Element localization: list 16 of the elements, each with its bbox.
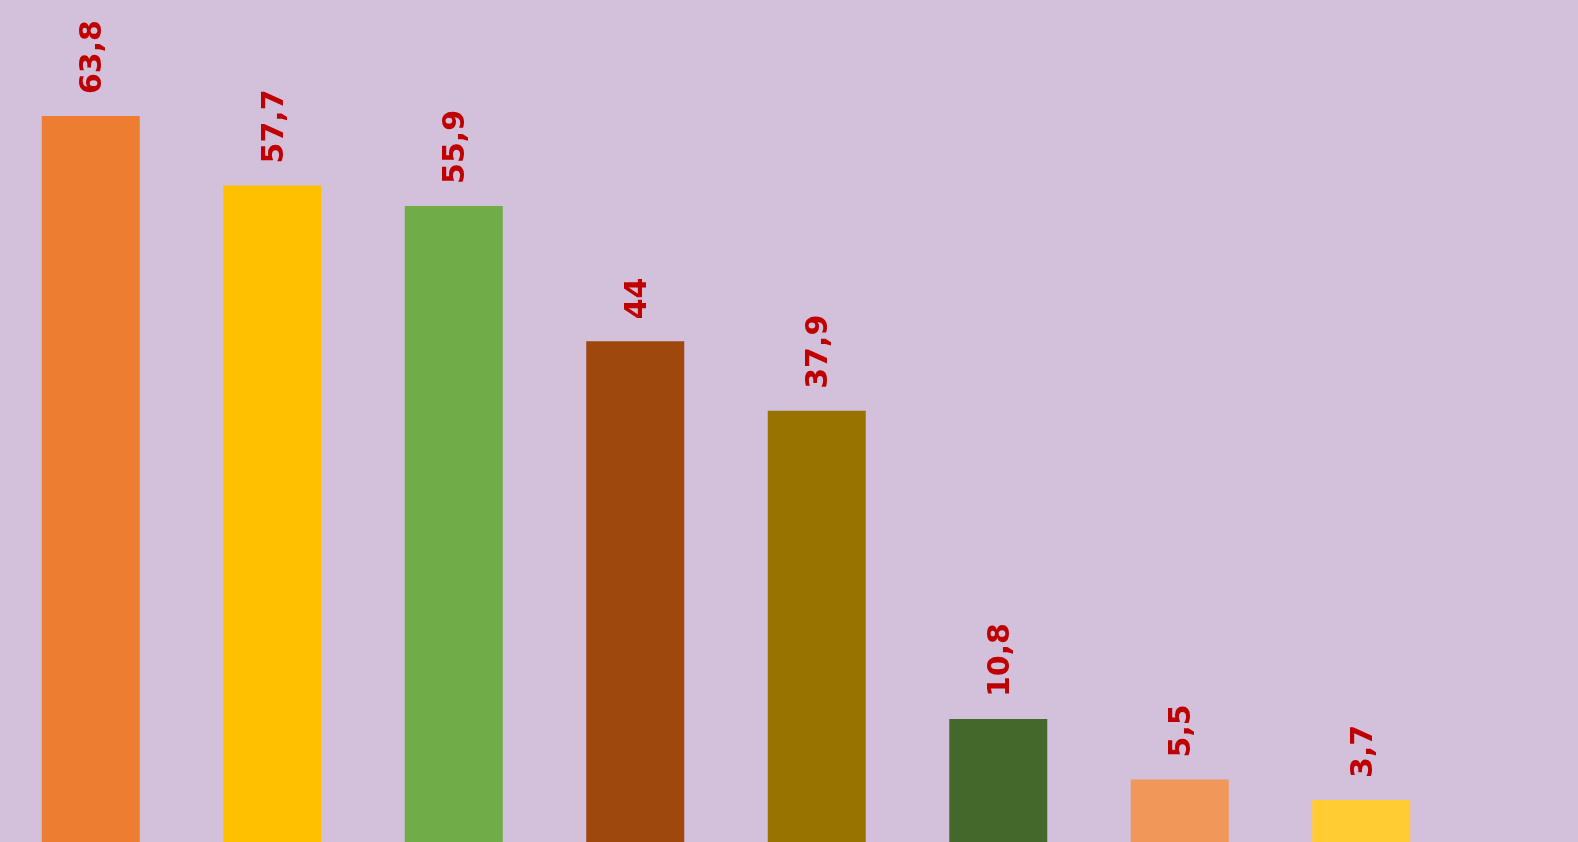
bar <box>949 719 1048 842</box>
data-label: 37,9 <box>799 314 835 389</box>
bar <box>767 410 866 842</box>
data-label: 57,7 <box>254 89 290 164</box>
data-label: 3,7 <box>1343 724 1379 778</box>
bar <box>41 116 140 842</box>
data-label: 44 <box>617 277 653 320</box>
bar <box>586 341 685 842</box>
data-label: 10,8 <box>980 623 1016 698</box>
bar <box>404 205 503 842</box>
data-label: 55,9 <box>436 109 472 184</box>
bar <box>1312 799 1411 842</box>
bar <box>223 185 322 842</box>
data-label: 63,8 <box>73 20 109 95</box>
bar <box>1130 779 1229 842</box>
data-label: 5,5 <box>1162 704 1198 758</box>
